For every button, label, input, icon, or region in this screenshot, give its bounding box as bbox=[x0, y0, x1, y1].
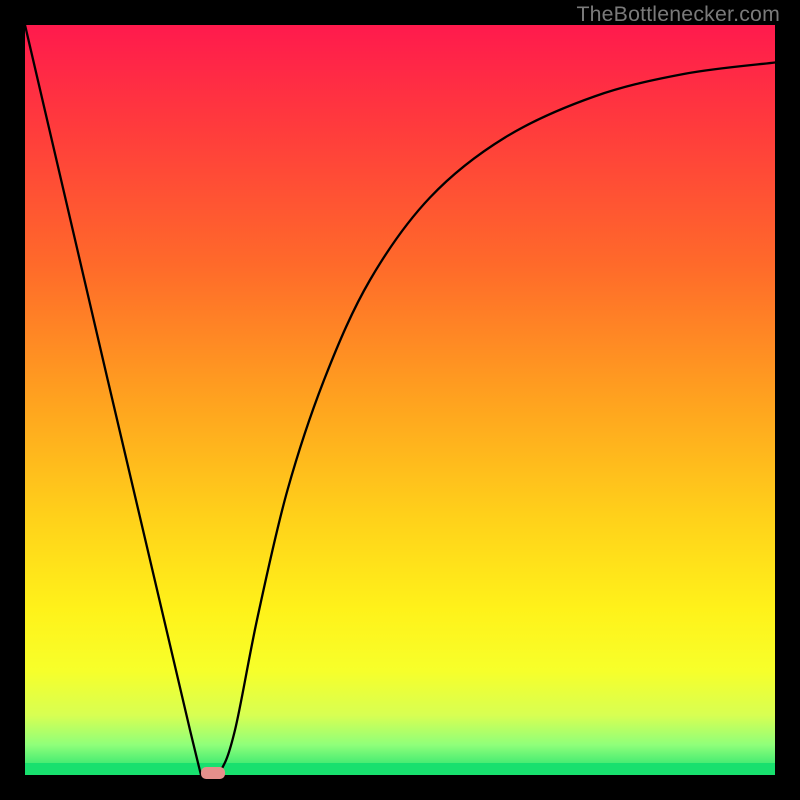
watermark-label: TheBottlenecker.com bbox=[576, 2, 780, 26]
plot-area bbox=[25, 25, 775, 775]
bottleneck-curve bbox=[25, 25, 775, 775]
chart-container: TheBottlenecker.com bbox=[0, 0, 800, 800]
optimum-marker bbox=[201, 767, 225, 779]
watermark-text: TheBottlenecker.com bbox=[576, 2, 780, 27]
